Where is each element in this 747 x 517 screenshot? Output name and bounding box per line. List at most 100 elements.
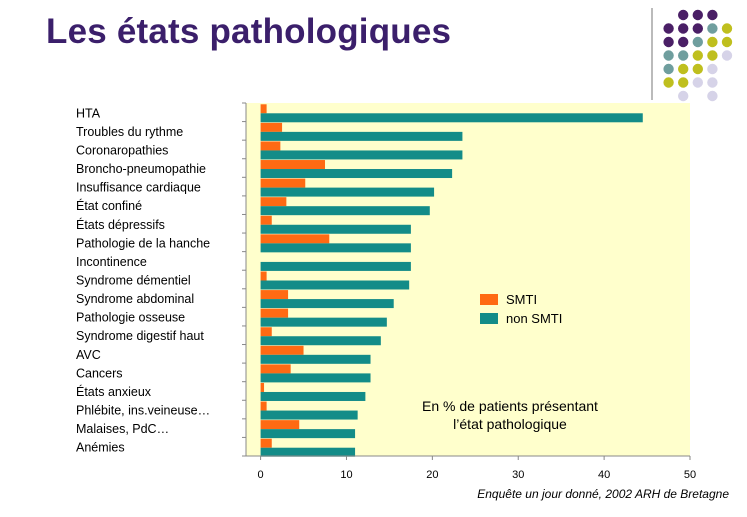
legend-label: non SMTI <box>506 311 562 326</box>
decorative-dot <box>678 50 689 61</box>
annotation: En % de patients présentant l’état pathol… <box>422 398 598 432</box>
bar-non-smti <box>260 373 371 383</box>
bar-smti <box>260 122 283 132</box>
bar-non-smti <box>260 447 356 457</box>
bar-non-smti <box>260 336 381 346</box>
bar-non-smti <box>260 113 643 123</box>
decorative-dot <box>678 9 689 21</box>
category-label: Syndrome abdominal <box>76 292 194 306</box>
bar-smti <box>260 234 330 244</box>
bar-non-smti <box>260 187 435 197</box>
x-tick-label: 0 <box>258 469 264 481</box>
decorative-dot <box>707 63 718 75</box>
category-label: Pathologie de la hanche <box>76 236 210 250</box>
bar-smti <box>260 197 287 207</box>
decorative-dot <box>663 23 674 34</box>
x-tick-label: 30 <box>512 469 524 481</box>
category-label: Pathologie osseuse <box>76 311 185 325</box>
bar-smti <box>260 401 267 411</box>
x-tick-label: 20 <box>426 469 438 481</box>
decorative-dot <box>707 9 718 21</box>
decorative-dot <box>663 36 674 48</box>
bar-non-smti <box>260 317 387 327</box>
decorative-dot <box>707 23 718 34</box>
category-labels: HTA Troubles du rythme Coronaropathies Bron… <box>76 106 210 454</box>
decorative-dot <box>692 9 703 21</box>
x-tick-label: 50 <box>684 469 696 481</box>
category-label: Broncho-pneumopathie <box>76 162 206 176</box>
decorative-dot <box>721 36 733 48</box>
decorative-dot <box>692 50 703 61</box>
bar-smti <box>260 308 289 318</box>
category-label: Incontinence <box>76 255 147 269</box>
decorative-dot-pattern <box>651 8 733 102</box>
category-label: HTA <box>76 106 101 120</box>
x-tick-label: 40 <box>598 469 610 481</box>
decorative-dot <box>721 50 733 61</box>
legend-swatch <box>480 294 498 305</box>
category-label: Troubles du rythme <box>76 125 183 139</box>
bar-non-smti <box>260 410 358 420</box>
bar-non-smti <box>260 131 463 141</box>
decorative-dot <box>663 77 674 88</box>
decorative-dot <box>707 50 718 61</box>
bars-group <box>260 104 643 457</box>
decorative-dot <box>721 23 733 34</box>
bar-non-smti <box>260 429 356 439</box>
bar-smti <box>260 141 281 151</box>
category-label: Malaises, PdC… <box>76 422 169 436</box>
decorative-dot <box>678 63 689 75</box>
bar-non-smti <box>260 391 366 401</box>
legend-swatch <box>480 313 498 324</box>
bar-smti <box>260 271 267 281</box>
category-label: Anémies <box>76 441 125 455</box>
decorative-dot <box>678 77 689 88</box>
category-label: Cancers <box>76 366 123 380</box>
bar-smti <box>260 178 306 188</box>
decorative-dot <box>678 23 689 34</box>
decorative-dot <box>707 36 718 48</box>
bar-smti <box>260 327 272 337</box>
bar-smti <box>260 364 291 374</box>
decorative-dot <box>692 23 703 34</box>
bar-smti <box>260 160 326 170</box>
source-note: Enquête un jour donné, 2002 ARH de Breta… <box>477 487 729 501</box>
axes: 0 10 20 30 40 50 <box>242 102 696 481</box>
bar-non-smti <box>260 261 411 271</box>
legend: SMTI non SMTI <box>480 292 562 326</box>
decorative-dot <box>692 77 703 88</box>
bar-smti <box>260 438 272 448</box>
bar-smti <box>260 420 300 430</box>
bar-smti <box>260 345 304 355</box>
bar-non-smti <box>260 206 430 216</box>
decorative-dot <box>678 36 689 48</box>
bar-smti <box>260 382 265 392</box>
category-label: Phlébite, ins.veineuse… <box>76 404 210 418</box>
slide-title: Les états pathologiques <box>46 12 452 51</box>
bar-non-smti <box>260 169 453 179</box>
category-label: Syndrome démentiel <box>76 274 191 288</box>
category-label: Insuffisance cardiaque <box>76 181 201 195</box>
bar-non-smti <box>260 150 463 160</box>
category-label: État confiné <box>76 198 142 213</box>
bar-smti <box>260 215 272 225</box>
category-label: AVC <box>76 348 101 362</box>
bar-non-smti <box>260 299 394 309</box>
category-label: États anxieux <box>76 384 152 399</box>
decorative-dot <box>663 50 674 61</box>
bar-non-smti <box>260 243 411 253</box>
decorative-dot <box>707 90 718 102</box>
x-tick-label: 10 <box>340 469 352 481</box>
legend-label: SMTI <box>506 292 537 307</box>
category-label: Syndrome digestif haut <box>76 329 204 343</box>
category-label: Coronaropathies <box>76 143 168 157</box>
bar-non-smti <box>260 354 371 364</box>
decorative-dot <box>678 90 689 102</box>
decorative-dot <box>692 63 703 75</box>
bar-smti <box>260 104 267 114</box>
annotation-text: En % de patients présentant <box>422 398 598 414</box>
bar-non-smti <box>260 224 411 234</box>
decorative-dot <box>707 77 718 88</box>
bar-smti <box>260 290 289 300</box>
